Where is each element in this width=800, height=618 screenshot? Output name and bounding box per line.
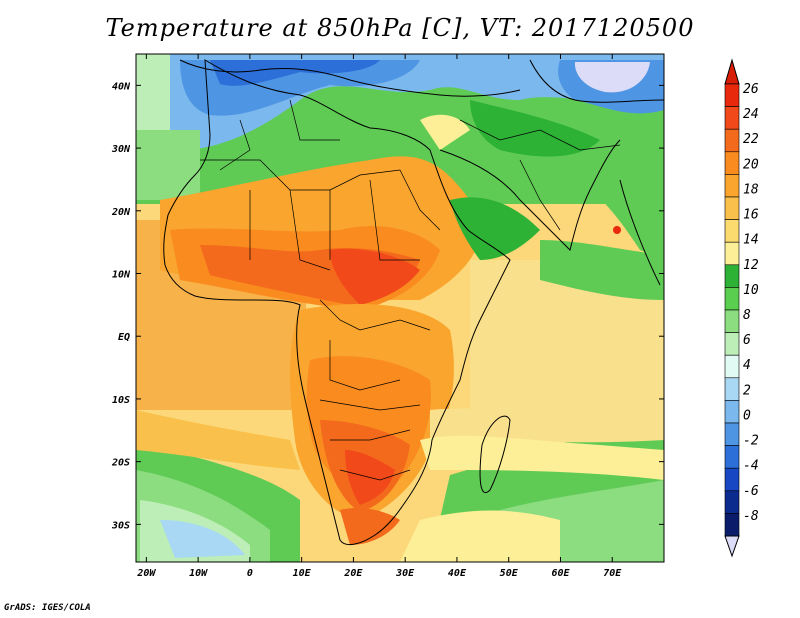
colorbar-label: 2 [743,383,751,398]
colorbar-segment [724,219,740,243]
colorbar-label: 0 [743,408,751,423]
colorbar-segment [724,174,740,198]
colorbar-label: 6 [743,333,751,348]
colorbar-label: -8 [743,509,759,524]
country-borders [200,99,621,481]
colorbar-label: 22 [743,132,759,147]
colorbar-segment [724,400,740,424]
colorbar-segment [724,513,740,537]
lon-tick-label: 10W [189,568,208,579]
colorbar-label: -4 [743,459,759,474]
colorbar-label: 14 [743,233,759,248]
colorbar-segment [724,354,740,379]
coastlines [163,59,664,546]
lon-tick-label: 50E [500,568,519,579]
colorbar-label: 24 [743,107,759,122]
colorbar-label: 12 [743,258,759,273]
colorbar-segment [724,445,740,469]
colorbar-label: 20 [743,157,759,172]
colorbar-label: 16 [743,208,759,223]
lat-tick-label: 30S [111,520,130,531]
lat-tick-label: 40N [112,81,131,92]
lat-tick-label: 10N [112,270,131,281]
lon-tick-label: 70E [603,568,622,579]
colorbar-label: 4 [743,358,751,373]
colorbar-top-arrow [724,58,740,85]
colorbar-segment [724,241,740,266]
colorbar-segment [724,196,740,220]
colorbar-bottom-arrow [724,535,740,558]
plot-frame [135,53,665,563]
lon-tick-label: 10E [293,568,312,579]
colorbar-segment [724,490,740,514]
lat-tick-label: EQ [118,332,130,343]
lon-tick-label: 60E [551,568,570,579]
lon-tick-label: 0 [247,568,253,579]
colorbar-segment [724,422,740,446]
colorbar-segment [724,106,740,130]
colorbar-segment [724,128,740,153]
colorbar-label: 8 [743,308,751,323]
lat-tick-label: 20S [111,458,130,469]
colorbar-label: 10 [743,283,759,298]
colorbar-label: 18 [743,182,759,197]
chart-title: Temperature at 850hPa [C], VT: 201712050… [105,14,695,42]
longitude-axis: 20W 10W 0 10E 20E 30E 40E 50E 60E 70E [136,54,622,579]
latitude-axis: 40N 30N 20N 10N EQ 10S 20S 30S [111,81,664,531]
colorbar-label: -2 [743,434,759,449]
colorbar-segment [724,287,740,311]
colorbar-segment [724,309,740,333]
colorbar-segment [724,467,740,492]
colorbar-segment [724,151,740,175]
lon-tick-label: 20W [136,568,156,579]
lon-tick-label: 20E [343,568,363,579]
colorbar-segment [724,332,740,356]
colorbar-segment [724,377,740,401]
colorbar-segment [724,83,740,107]
lon-tick-label: 40E [448,568,467,579]
credit-text: GrADS: IGES/COLA [4,603,91,613]
lat-tick-label: 30N [111,144,131,155]
temperature-field [136,54,664,562]
lat-tick-label: 10S [112,395,130,406]
colorbar-label: -6 [743,484,759,499]
lon-tick-label: 30E [395,568,415,579]
colorbar-label: 26 [743,82,759,97]
colorbar-segment [724,264,740,288]
lat-tick-label: 20N [111,207,131,218]
